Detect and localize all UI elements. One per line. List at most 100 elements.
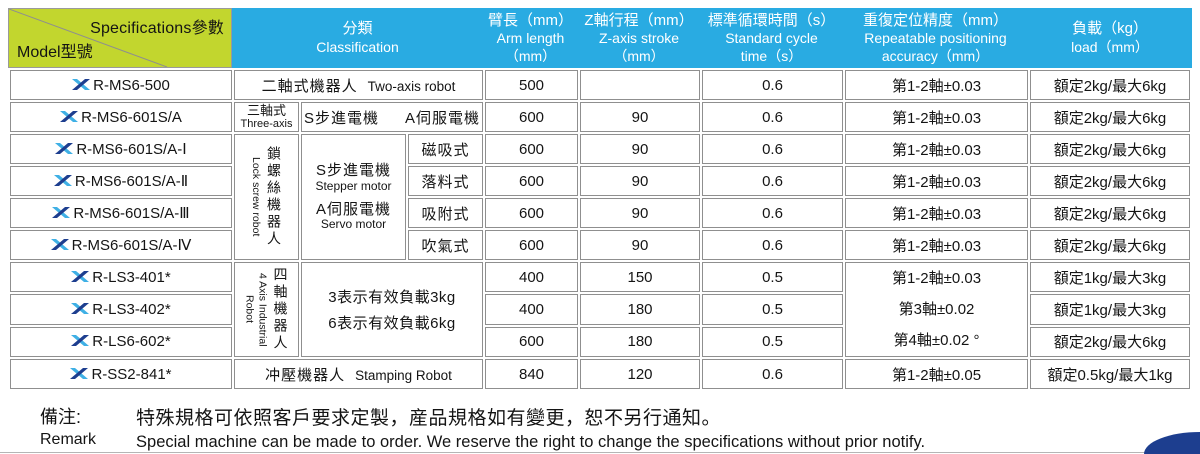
header-model-label: Model型號 [17, 44, 93, 61]
corner-arc-decoration [1144, 432, 1200, 454]
table-row: R-MS6-601S/A-Ⅲ 吸附式 600 90 0.6 第1-2軸±0.03… [10, 198, 1190, 228]
column-header-classification: 分類 Classification [316, 20, 399, 55]
column-header-cycle-time: 標準循環時間（s） Standard cycle time（s） [707, 11, 836, 64]
brand-x-logo-icon [72, 78, 91, 90]
cycle-time-cell: 0.6 [702, 198, 843, 228]
table-row: R-MS6-601S/A-Ⅱ 落料式 600 90 0.6 第1-2軸±0.03… [10, 166, 1190, 196]
cycle-time-cell: 0.6 [702, 134, 843, 164]
arm-length-cell: 600 [485, 230, 578, 260]
accuracy-cell: 第1-2軸±0.03 [845, 230, 1028, 260]
accuracy-cell: 第1-2軸±0.05 [845, 359, 1028, 389]
remark-text: 特殊規格可依照客戶要求定製，産品規格如有變更，恕不另行通知。 Special m… [136, 408, 926, 451]
brand-x-logo-icon [71, 335, 90, 347]
load-cell: 額定2kg/最大6kg [1030, 230, 1190, 260]
brand-x-logo-icon [71, 302, 90, 314]
gripper-type-cell: 吹氣式 [408, 230, 483, 260]
brand-x-logo-icon [53, 175, 72, 186]
classification-cell: 冲壓機器人 Stamping Robot [234, 359, 483, 389]
z-stroke-cell [580, 70, 700, 100]
z-stroke-cell: 180 [580, 326, 700, 357]
arm-length-cell: 400 [485, 294, 578, 325]
gripper-type-cell: 磁吸式 [408, 134, 483, 164]
cycle-time-cell: 0.6 [702, 359, 843, 389]
model-cell: R-MS6-601S/A-Ⅳ [10, 230, 232, 260]
model-name: R-MS6-601S/A-Ⅰ [76, 141, 187, 158]
model-name: R-MS6-601S/A-Ⅲ [73, 205, 190, 222]
gripper-type-cell: 落料式 [408, 166, 483, 196]
model-cell: R-MS6-500 [10, 70, 232, 100]
model-name: R-LS3-401* [92, 268, 171, 286]
header-blue-band: 分類 Classification 臂長（mm） Arm length （mm）… [232, 8, 1192, 68]
load-cell: 額定2kg/最大6kg [1030, 198, 1190, 228]
classification-lock-screw-cell: Lock screw robot 鎖螺絲機器人 [234, 134, 299, 260]
model-cell: R-LS3-402* [10, 294, 232, 325]
arm-length-cell: 600 [485, 326, 578, 357]
column-header-z-stroke: Z軸行程（mm） Z-axis stroke （mm） [584, 11, 694, 64]
z-stroke-cell: 120 [580, 359, 700, 389]
cycle-time-cell: 0.6 [702, 102, 843, 132]
table-row: R-LS3-402* 400 180 0.5 額定1kg/最大3kg [10, 294, 1190, 325]
model-cell: R-MS6-601S/A-Ⅰ [10, 134, 232, 164]
load-cell: 額定2kg/最大6kg [1030, 166, 1190, 196]
table-row: R-SS2-841* 冲壓機器人 Stamping Robot 840 120 0… [10, 359, 1190, 389]
header-specifications-label: Specifications參數 [90, 20, 224, 37]
table-row: R-MS6-601S/A-Ⅰ Lock screw robot 鎖螺絲機器人 S步… [10, 134, 1190, 260]
table-row: R-MS6-601S/A-Ⅳ 吹氣式 600 90 0.6 第1-2軸±0.03… [10, 230, 1190, 260]
classification-axis-cell: 三軸式 Three-axis [234, 102, 299, 132]
brand-x-logo-icon [52, 207, 71, 218]
model-name: R-MS6-601S/A-Ⅳ [71, 237, 192, 254]
brand-x-logo-icon [71, 270, 90, 282]
cycle-time-cell: 0.5 [702, 294, 843, 325]
bottom-divider [0, 452, 1200, 453]
z-stroke-cell: 90 [580, 166, 700, 196]
accuracy-merged-cell: 第1-2軸±0.03 第3軸±0.02 第4軸±0.02 ° [845, 262, 1028, 357]
load-cell: 額定1kg/最大3kg [1030, 262, 1190, 293]
arm-length-cell: 600 [485, 166, 578, 196]
accuracy-cell: 第1-2軸±0.03 [845, 70, 1028, 100]
model-name: R-MS6-500 [93, 76, 170, 94]
model-cell: R-MS6-601S/A-Ⅲ [10, 198, 232, 228]
model-cell: R-LS6-602* [10, 326, 232, 357]
classification-cell: 二軸式機器人 Two-axis robot [234, 70, 483, 100]
arm-length-cell: 600 [485, 102, 578, 132]
arm-length-cell: 600 [485, 198, 578, 228]
model-name: R-MS6-601S/A-Ⅱ [74, 173, 189, 190]
table-row: R-LS6-602* 600 180 0.5 額定2kg/最大6kg [10, 326, 1190, 357]
brand-x-logo-icon [60, 110, 79, 122]
z-stroke-cell: 90 [580, 134, 700, 164]
model-cell: R-SS2-841* [10, 359, 232, 389]
column-header-arm-length: 臂長（mm） Arm length （mm） [488, 11, 573, 64]
brand-x-logo-icon [70, 367, 89, 379]
column-header-accuracy: 重復定位精度（mm） Repeatable positioning accura… [863, 11, 1008, 64]
header-corner-cell: Specifications參數 Model型號 [8, 8, 232, 68]
accuracy-cell: 第1-2軸±0.03 [845, 134, 1028, 164]
z-stroke-cell: 90 [580, 230, 700, 260]
payload-note-cell: 3表示有效負載3kg 6表示有效負載6kg [301, 262, 483, 357]
table-row: R-MS6-601S/A 三軸式 Three-axis S步進電機 A伺服電機 60… [10, 102, 1190, 132]
load-cell: 額定2kg/最大6kg [1030, 326, 1190, 357]
model-name: R-SS2-841* [91, 365, 172, 383]
load-cell: 額定2kg/最大6kg [1030, 134, 1190, 164]
load-cell: 額定0.5kg/最大1kg [1030, 359, 1190, 389]
load-cell: 額定2kg/最大6kg [1030, 102, 1190, 132]
column-header-load: 負載（kg） load（mm） [1071, 20, 1149, 55]
table-row: R-LS3-401* 4 Axis Industrial Robot 四軸機器人 … [10, 262, 1190, 357]
z-stroke-cell: 90 [580, 102, 700, 132]
model-name: R-LS3-402* [92, 300, 171, 318]
load-cell: 額定1kg/最大3kg [1030, 294, 1190, 325]
arm-length-cell: 600 [485, 134, 578, 164]
arm-length-cell: 500 [485, 70, 578, 100]
brand-x-logo-icon [55, 143, 74, 154]
table-row: R-MS6-500 二軸式機器人 Two-axis robot 500 0.6 第… [10, 70, 1190, 100]
z-stroke-cell: 90 [580, 198, 700, 228]
accuracy-cell: 第1-2軸±0.03 [845, 198, 1028, 228]
remark-label: 備注: Remark [40, 407, 97, 448]
table-header: Specifications參數 Model型號 分類 Classificati… [8, 8, 1192, 68]
cycle-time-cell: 0.6 [702, 230, 843, 260]
model-cell: R-MS6-601S/A-Ⅱ [10, 166, 232, 196]
arm-length-cell: 400 [485, 262, 578, 293]
load-cell: 額定2kg/最大6kg [1030, 70, 1190, 100]
cycle-time-cell: 0.5 [702, 262, 843, 293]
classification-four-axis-cell: 4 Axis Industrial Robot 四軸機器人 [234, 262, 299, 357]
